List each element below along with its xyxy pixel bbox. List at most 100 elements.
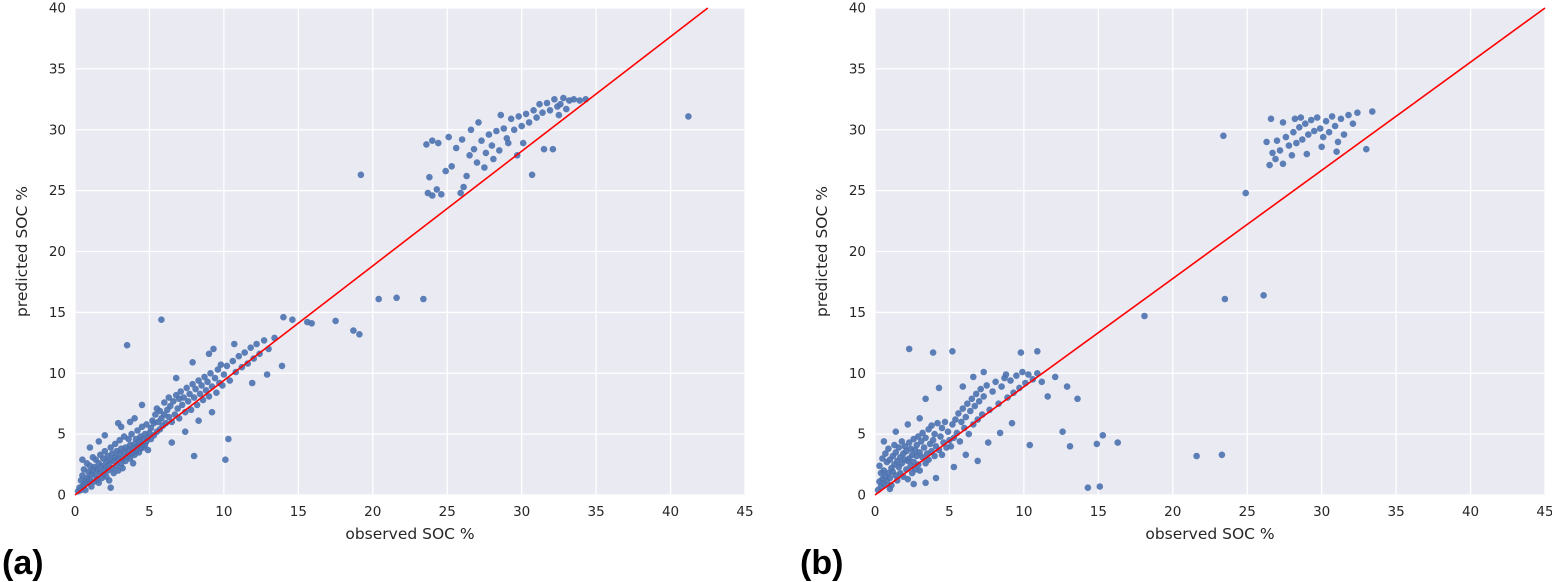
scatter-point (235, 352, 243, 360)
scatter-point (134, 427, 141, 434)
scatter-point (1099, 432, 1107, 439)
scatter-point (510, 126, 518, 134)
scatter-point (876, 462, 883, 470)
scatter-point (1354, 109, 1361, 116)
scatter-point (992, 378, 999, 386)
scatter-point (955, 410, 962, 417)
x-tick-label: 5 (145, 504, 154, 520)
scatter-point (423, 141, 430, 148)
scatter-point (910, 480, 917, 488)
scatter-point (190, 452, 198, 460)
y-axis-label: predicted SOC % (13, 186, 31, 317)
scatter-point (916, 415, 923, 422)
scatter-point (488, 142, 496, 149)
scatter-point (165, 394, 173, 401)
scatter-point (935, 384, 943, 392)
scatter-point (168, 439, 176, 446)
identity-line (74, 7, 709, 496)
scatter-point (280, 313, 287, 321)
scatter-point (1269, 149, 1276, 157)
scatter-point (958, 418, 965, 426)
scatter-point (1002, 371, 1010, 378)
scatter-point (223, 362, 231, 370)
y-tick-label: 15 (49, 305, 66, 321)
identity-line (874, 7, 1546, 496)
y-axis-label: predicted SOC % (813, 186, 831, 317)
scatter-point (143, 421, 150, 428)
scatter-point (1025, 371, 1032, 378)
scatter-point (886, 474, 894, 482)
scatter-point (576, 97, 583, 104)
y-tick-label: 10 (849, 366, 866, 382)
scatter-point (128, 430, 135, 438)
scatter-point (916, 467, 923, 474)
y-tick-label: 20 (849, 244, 866, 260)
scatter-point (177, 388, 184, 395)
scatter-point (1303, 150, 1311, 158)
x-tick-label: 10 (215, 504, 232, 520)
scatter-point (931, 430, 938, 438)
scatter-point (1114, 439, 1121, 446)
scatter-point (111, 440, 119, 448)
scatter-point (539, 109, 546, 116)
scatter-point (1019, 368, 1026, 376)
scatter-point (181, 428, 189, 436)
scatter-point (101, 447, 109, 455)
scatter-point (420, 295, 427, 303)
scatter-point (989, 388, 996, 395)
scatter-point (167, 402, 174, 410)
scatter-point (105, 477, 113, 484)
scatter-point (500, 125, 508, 132)
scatter-point (1288, 152, 1296, 159)
scatter-point (457, 189, 464, 197)
scatter-point (356, 331, 363, 338)
scatter-point (101, 432, 109, 439)
scatter-point (107, 484, 114, 492)
x-tick-label: 35 (588, 504, 605, 520)
scatter-point (253, 340, 260, 348)
scatter-point (944, 428, 952, 436)
y-tick-label: 5 (857, 427, 866, 443)
scatter-point (879, 455, 886, 462)
scatter-point (1349, 120, 1357, 127)
scatter-point (184, 398, 192, 405)
scatter-point (158, 316, 165, 324)
scatter-point (528, 171, 536, 179)
scatter-point (435, 139, 442, 147)
scatter-point (1038, 378, 1046, 386)
scatter-point (79, 456, 86, 464)
scatter-point (220, 371, 228, 378)
scatter-point (998, 383, 1005, 390)
scatter-point (204, 378, 211, 386)
scatter-point (1034, 348, 1041, 355)
scatter-point (172, 374, 180, 382)
x-tick-label: 25 (439, 504, 456, 520)
panel-a: 0 5 10 15 20 25 30 35 40 45 0 5 10 15 20 25 30 35 40 observ… (2, 1, 754, 581)
scatter-point (207, 370, 214, 377)
scatter-point (905, 439, 913, 446)
x-tick-label: 15 (290, 504, 307, 520)
scatter-point (882, 450, 889, 457)
scatter-point (929, 436, 937, 444)
scatter-point (463, 172, 470, 180)
scatter-point (880, 438, 888, 445)
scatter-point (1017, 349, 1025, 356)
scatter-point (1141, 312, 1148, 320)
scatter-point (445, 133, 453, 141)
scatter-point (1293, 139, 1300, 147)
scatter-plot-a: 0 5 10 15 20 25 30 35 40 45 0 5 10 15 20 25 30 35 40 observ… (13, 1, 754, 544)
scatter-point (1310, 127, 1318, 135)
scatter-point (438, 191, 445, 198)
scatter-point (1084, 484, 1092, 492)
scatter-point (1066, 443, 1074, 450)
scatter-point (977, 385, 984, 393)
scatter-point (1328, 113, 1336, 120)
scatter-point (187, 406, 195, 414)
scatter-point (1313, 114, 1321, 121)
scatter-point (1297, 114, 1305, 121)
scatter-point (201, 373, 208, 381)
x-tick-label: 0 (871, 504, 880, 520)
scatter-point (894, 477, 901, 484)
scatter-point (551, 96, 558, 103)
x-tick-label: 20 (1164, 504, 1181, 520)
